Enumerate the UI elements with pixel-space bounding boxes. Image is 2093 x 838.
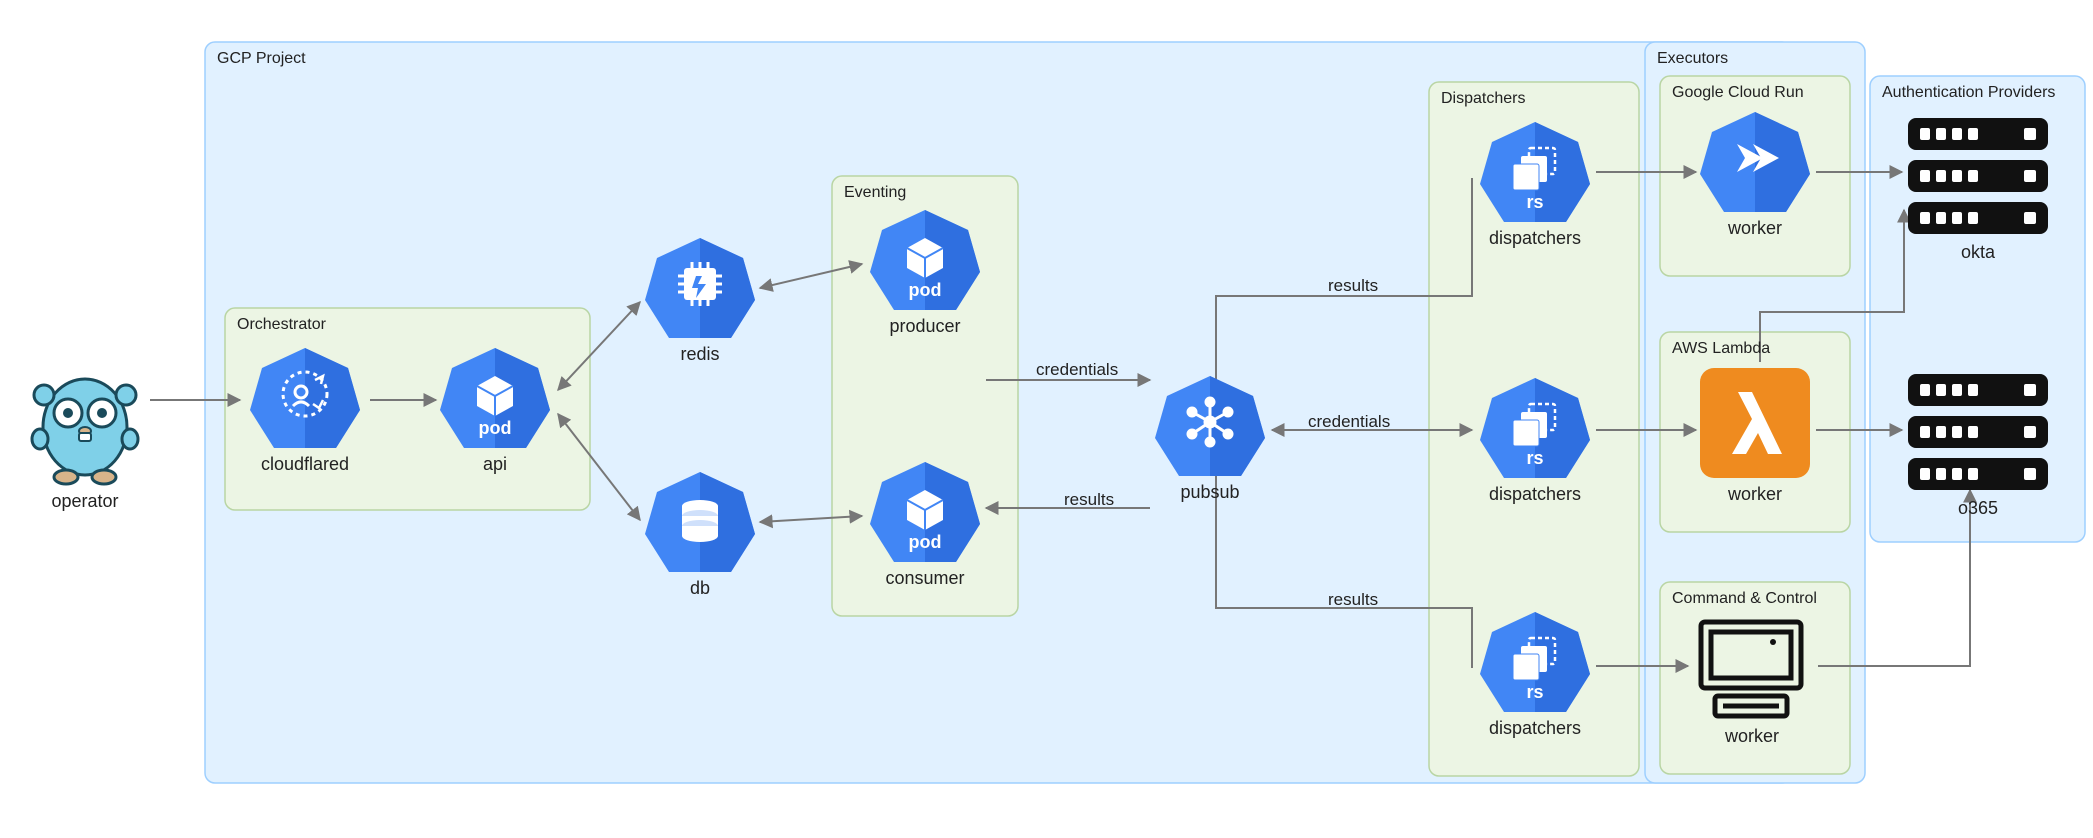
node-label-cloudflared: cloudflared: [250, 454, 360, 475]
node-label-o365: o365: [1908, 498, 2048, 519]
edge-label-pubsub-disp3: results: [1328, 590, 1378, 610]
group-label-exec: Executors: [1657, 50, 1728, 68]
node-label-disp3: dispatchers: [1480, 718, 1590, 739]
node-label-pubsub: pubsub: [1155, 482, 1265, 503]
node-label-disp2: dispatchers: [1480, 484, 1590, 505]
node-label-consumer: consumer: [870, 568, 980, 589]
node-label-db: db: [645, 578, 755, 599]
group-label-gcr: Google Cloud Run: [1672, 84, 1804, 102]
node-label-worker2: worker: [1700, 484, 1810, 505]
group-label-orch: Orchestrator: [237, 316, 326, 334]
group-label-aws: AWS Lambda: [1672, 340, 1770, 358]
node-operator-icon: [32, 379, 138, 484]
node-label-operator: operator: [30, 491, 140, 512]
group-label-disp: Dispatchers: [1441, 90, 1525, 108]
node-label-api: api: [440, 454, 550, 475]
edge-label-pubsub-consumer: results: [1064, 490, 1114, 510]
edge-label-producer-pubsub: credentials: [1036, 360, 1118, 380]
group-label-gcp: GCP Project: [217, 50, 306, 68]
node-label-producer: producer: [870, 316, 980, 337]
node-label-redis: redis: [645, 344, 755, 365]
edge-label-pubsub-disp1: results: [1328, 276, 1378, 296]
node-label-disp1: dispatchers: [1480, 228, 1590, 249]
group-label-auth: Authentication Providers: [1882, 84, 2055, 102]
diagram-canvas: podpodpodrsrsrs GCP ProjectExecutorsAuth…: [0, 0, 2093, 838]
group-label-eventing: Eventing: [844, 184, 906, 202]
edge-label-pubsub-disp2: credentials: [1308, 412, 1390, 432]
node-label-worker1: worker: [1700, 218, 1810, 239]
node-label-okta: okta: [1908, 242, 2048, 263]
node-label-worker3: worker: [1695, 726, 1809, 747]
group-label-cc: Command & Control: [1672, 590, 1817, 608]
